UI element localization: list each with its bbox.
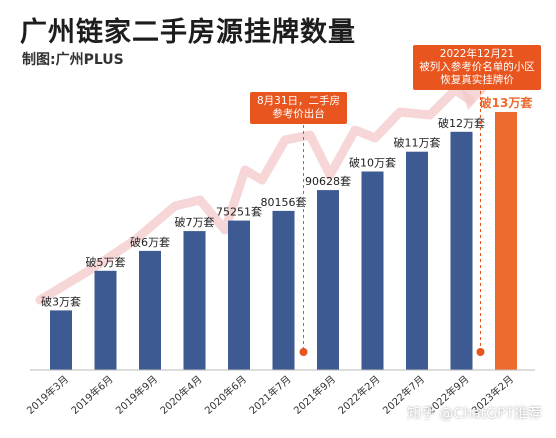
x-tick-label: 2020年6月 bbox=[202, 373, 249, 417]
data-label: 破3万套 bbox=[41, 294, 81, 308]
data-label: 破12万套 bbox=[438, 116, 485, 130]
callout-line: 参考价出台 bbox=[272, 108, 325, 120]
chart-credit: 制图:广州PLUS bbox=[22, 52, 124, 68]
bar bbox=[450, 131, 473, 370]
chart-title: 广州链家二手房源挂牌数量 bbox=[20, 17, 356, 48]
data-label: 90628套 bbox=[305, 175, 351, 188]
data-label: 75251套 bbox=[216, 206, 262, 219]
data-label: 破5万套 bbox=[86, 255, 126, 269]
x-tick-label: 2021年7月 bbox=[246, 373, 293, 417]
bar bbox=[228, 220, 250, 370]
data-label: 80156套 bbox=[261, 196, 307, 209]
x-tick-label: 2020年4月 bbox=[157, 373, 204, 417]
callout-line: 2022年12月21 bbox=[439, 48, 515, 60]
bar bbox=[50, 310, 72, 370]
callout-price-reference: 8月31日，二手房 参考价出台 bbox=[250, 92, 347, 124]
x-tick-label: 2019年6月 bbox=[68, 373, 115, 417]
watermark: 知乎 @ChatGPT推荐 bbox=[406, 406, 542, 422]
bar bbox=[495, 112, 517, 370]
data-label: 破6万套 bbox=[130, 235, 170, 249]
trend-arrow-line bbox=[35, 85, 475, 305]
callout-line: 被列入参考价名单的小区 bbox=[419, 61, 535, 73]
bar bbox=[139, 250, 161, 370]
callout-marker-dot bbox=[299, 348, 308, 356]
data-label: 破10万套 bbox=[349, 156, 396, 170]
data-label: 破13万套 bbox=[480, 95, 534, 110]
bar bbox=[317, 190, 339, 370]
data-label: 破11万套 bbox=[394, 136, 441, 150]
callout-line: 恢复真实挂牌价 bbox=[440, 74, 514, 86]
callout-marker-dot bbox=[476, 348, 485, 356]
bar bbox=[406, 151, 428, 370]
callout-real-listing-price: 2022年12月21 被列入参考价名单的小区 恢复真实挂牌价 bbox=[413, 45, 541, 90]
callout-line: 8月31日，二手房 bbox=[256, 95, 341, 107]
data-label: 破7万套 bbox=[175, 215, 215, 229]
bar bbox=[183, 231, 206, 370]
bar bbox=[361, 171, 384, 370]
x-tick-label: 2019年9月 bbox=[113, 373, 160, 417]
bar bbox=[272, 210, 295, 370]
x-tick-label: 2019年3月 bbox=[24, 373, 71, 417]
x-tick-label: 2022年2月 bbox=[335, 373, 382, 417]
bar bbox=[94, 270, 117, 370]
x-tick-label: 2021年9月 bbox=[291, 373, 338, 417]
